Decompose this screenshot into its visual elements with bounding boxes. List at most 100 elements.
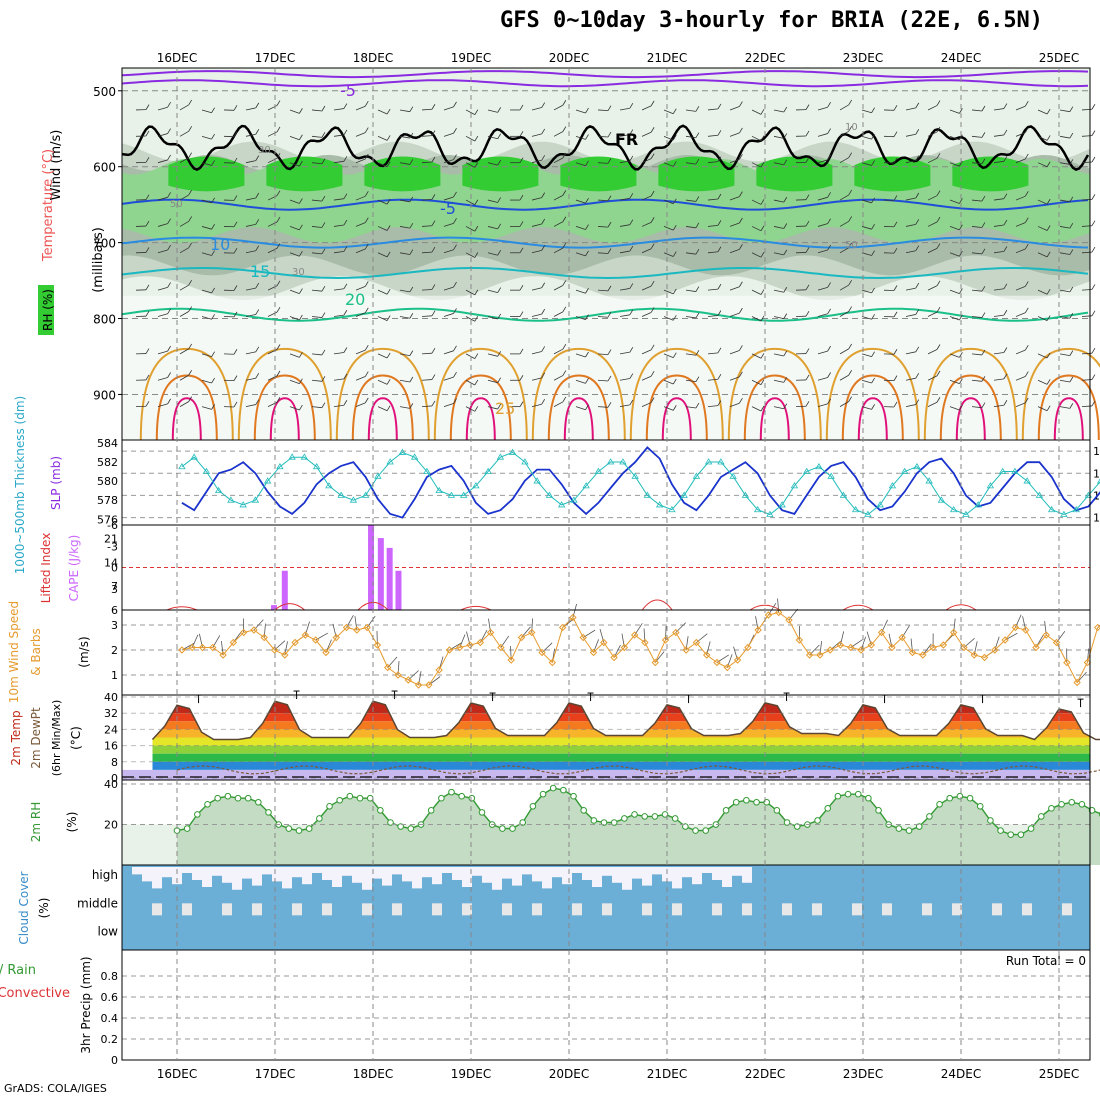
panel-label-temp-units: (°C)	[69, 726, 83, 750]
date-label-bottom: 23DEC	[843, 1067, 883, 1081]
slp-tick-label: 1011	[1093, 467, 1100, 480]
temp-contour-label: 25	[495, 399, 515, 418]
rh-point	[632, 812, 638, 818]
cloud-clear-high	[222, 867, 232, 883]
rh-point	[1059, 801, 1065, 807]
rh-point	[642, 814, 648, 820]
cloud-clear-high	[332, 867, 342, 887]
rh-point	[835, 793, 841, 799]
rh-point	[408, 826, 414, 832]
rh-point	[703, 828, 709, 834]
cloud-clear-high	[542, 867, 552, 888]
precip-tick-label: 0.4	[101, 1012, 119, 1025]
cloud-clear-middle	[602, 903, 612, 915]
rh-point	[449, 789, 455, 795]
panel-label-total-rain: Total / Rain	[0, 963, 36, 978]
rh-contour-label: 10	[845, 122, 858, 133]
pressure-tick-label: 500	[93, 85, 116, 99]
cloud-clear-middle	[362, 903, 372, 915]
cloud-clear-high	[512, 867, 522, 886]
cloud-clear-high	[192, 867, 202, 880]
cloud-clear-high	[282, 867, 292, 888]
date-label-top: 23DEC	[843, 51, 883, 65]
temp-contour-label: FR	[615, 130, 638, 149]
cloud-clear-high	[442, 867, 452, 873]
chart-title: GFS 0~10day 3-hourly for BRIA (22E, 6.5N…	[500, 8, 1043, 33]
rh-tick-label: 40	[104, 778, 118, 791]
panel-label-convective: Convective	[0, 986, 70, 1001]
rh-point	[906, 828, 912, 834]
cloud-clear-high	[672, 867, 682, 888]
panel-label-2m-temp: 2m Temp	[9, 710, 23, 765]
rh-contour-label: 50	[845, 240, 858, 251]
date-label-top: 17DEC	[255, 51, 295, 65]
date-label-bottom: 20DEC	[549, 1067, 589, 1081]
rh-point	[947, 795, 953, 801]
rh-point	[1018, 832, 1024, 838]
cloud-clear-high	[242, 867, 252, 879]
cape-tick-label: 21	[104, 533, 118, 546]
rh-point	[815, 818, 821, 824]
panel-label-minmax: (6hr Min/Max)	[50, 700, 63, 777]
rh-point	[347, 793, 353, 799]
cloud-level-label: high	[92, 868, 118, 882]
rh-point	[459, 793, 465, 799]
panel-label-barbs: & Barbs	[29, 628, 43, 676]
cloud-clear-middle	[812, 903, 822, 915]
cloud-clear-high	[212, 867, 222, 876]
cloud-clear-high	[292, 867, 302, 877]
slp-line	[182, 447, 1100, 517]
rh-point	[286, 826, 292, 832]
cloud-clear-middle	[922, 903, 932, 915]
rh-point	[540, 791, 546, 797]
rh-point	[367, 795, 373, 801]
rh-point	[744, 797, 750, 803]
cloud-clear-high	[142, 867, 152, 881]
date-label-bottom: 18DEC	[353, 1067, 393, 1081]
rh-patch-90	[854, 156, 930, 191]
cloud-clear-high	[592, 867, 602, 887]
cloud-clear-middle	[742, 903, 752, 915]
cloud-clear-high	[632, 867, 642, 879]
rh-point	[205, 801, 211, 807]
date-label-top: 22DEC	[745, 51, 785, 65]
cloud-clear-high	[362, 867, 372, 890]
rh-point	[866, 795, 872, 801]
thickness-point	[718, 459, 724, 464]
cloud-clear-high	[132, 867, 142, 874]
rh-point	[378, 808, 384, 814]
precip-tick-label: 0	[111, 1054, 118, 1067]
wind-barb-flag	[1092, 375, 1095, 380]
cloud-clear-high	[642, 867, 652, 886]
rh-point	[957, 793, 963, 799]
rh-point	[1049, 806, 1055, 812]
cloud-clear-middle	[392, 903, 402, 915]
rh-point	[672, 816, 678, 822]
rh-point	[876, 808, 882, 814]
cloud-clear-high	[492, 867, 502, 890]
date-label-bottom: 21DEC	[647, 1067, 687, 1081]
cloud-clear-middle	[882, 903, 892, 915]
precip-tick-label: 0.8	[101, 970, 119, 983]
cloud-clear-high	[612, 867, 622, 883]
wind-tick-label: 1	[111, 669, 118, 682]
rh-point	[550, 785, 556, 791]
wind-barb-flag	[1092, 311, 1095, 316]
cloud-clear-middle	[222, 903, 232, 915]
cloud-clear-high	[712, 867, 722, 880]
cloud-clear-high	[412, 867, 422, 888]
panel-label-precip: 3hr Precip (mm)	[79, 956, 93, 1053]
panel-label-lifted-index: Lifted Index	[39, 533, 53, 604]
cloud-clear-high	[682, 867, 692, 877]
wind-barb-flag	[1092, 348, 1095, 353]
cloud-clear-high	[202, 867, 212, 887]
cloud-clear-middle	[432, 903, 442, 915]
cloud-clear-high	[532, 867, 542, 881]
wind-barb-flag	[1092, 104, 1095, 109]
cloud-clear-middle	[672, 903, 682, 915]
rh-point	[428, 808, 434, 814]
temp-band	[122, 738, 1090, 746]
pressure-tick-label: 800	[93, 313, 116, 327]
cloud-clear-high	[152, 867, 162, 888]
cloud-clear-high	[652, 867, 662, 874]
